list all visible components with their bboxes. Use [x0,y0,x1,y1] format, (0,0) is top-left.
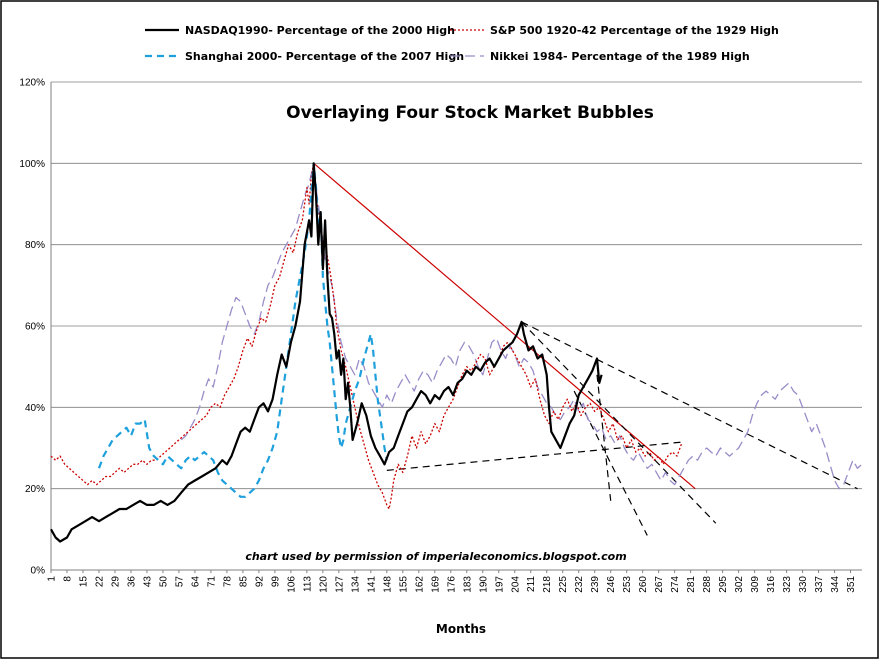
y-tick-label: 20% [25,484,45,495]
trendline [596,374,612,501]
x-tick-label: 316 [766,576,777,593]
x-tick-label: 134 [350,576,361,593]
legend-entry: Nikkei 1984- Percentage of the 1989 High [490,50,750,63]
y-tick-label: 100% [19,159,45,170]
x-tick-label: 85 [238,576,249,588]
x-tick-label: 50 [158,576,169,588]
x-tick-label: 141 [366,576,377,593]
x-tick-label: 36 [126,576,137,588]
legend-entry: NASDAQ1990- Percentage of the 2000 High [185,24,455,37]
x-tick-label: 211 [526,576,537,592]
y-axis-tick-labels: 0% 20% 40% 60% 80% 100% 120% [19,78,45,577]
x-tick-label: 260 [638,576,649,593]
x-tick-label: 302 [734,576,745,593]
series-lines [50,162,863,543]
series-line-0 [50,162,603,543]
x-tick-label: 22 [94,576,105,588]
x-tick-label: 204 [510,576,521,593]
x-tick-label: 288 [702,576,713,593]
trendline [386,441,684,471]
x-tick-label: 169 [430,576,441,593]
x-tick-label: 148 [382,576,393,593]
series-line-2 [97,162,388,498]
x-tick-label: 295 [718,576,729,593]
x-tick-label: 162 [414,576,425,593]
x-tick-label: 57 [174,576,185,588]
x-tick-label: 92 [254,576,265,588]
x-tick-label: 197 [494,576,505,593]
x-tick-label: 218 [542,576,553,593]
x-tick-label: 120 [318,576,329,593]
y-tick-label: 0% [31,566,46,577]
series-line-3 [180,162,863,490]
legend-entry: S&P 500 1920-42 Percentage of the 1929 H… [490,24,779,37]
trendline [313,162,696,490]
x-axis-tick-labels: 1 8 15 22 29 36 43 50 57 64 71 78 85 92 99 106 113 120 127… [47,576,858,593]
gridlines [51,81,862,490]
x-tick-label: 155 [398,576,409,593]
legend: NASDAQ1990- Percentage of the 2000 High S… [145,24,779,63]
axes [50,82,862,573]
x-tick-label: 71 [206,576,217,588]
x-tick-label: 253 [622,576,633,593]
x-axis-label: Months [436,622,486,636]
x-tick-label: 323 [782,576,793,593]
x-tick-label: 351 [846,576,857,593]
y-tick-label: 80% [25,240,45,251]
x-tick-label: 1 [47,576,58,582]
chart-title: Overlaying Four Stock Market Bubbles [286,103,654,123]
trendline [521,321,858,490]
x-tick-label: 309 [750,576,761,593]
x-tick-label: 267 [654,576,665,593]
x-tick-label: 29 [110,576,121,588]
x-tick-label: 330 [798,576,809,593]
x-tick-label: 225 [558,576,569,593]
y-tick-label: 60% [25,322,45,333]
x-tick-label: 183 [462,576,473,593]
x-tick-label: 190 [478,576,489,593]
x-tick-label: 78 [222,576,233,588]
x-tick-label: 274 [670,576,681,593]
x-tick-label: 239 [590,576,601,593]
x-tick-label: 64 [190,576,201,588]
x-tick-label: 127 [334,576,345,593]
x-tick-label: 344 [830,576,841,593]
x-tick-label: 337 [814,576,825,593]
x-tick-label: 281 [686,576,697,593]
x-tick-label: 232 [574,576,585,593]
trendlines [313,162,858,536]
legend-entry: Shanghai 2000- Percentage of the 2007 Hi… [185,50,464,63]
y-tick-label: 120% [19,78,45,89]
x-tick-label: 99 [270,576,281,588]
x-tick-label: 246 [606,576,617,593]
chart-annotation: chart used by permission of imperialecon… [245,550,626,563]
trendline [521,321,717,524]
x-tick-label: 106 [286,576,297,593]
x-tick-label: 113 [302,576,313,592]
x-tick-label: 176 [446,576,457,593]
x-tick-label: 8 [62,576,73,582]
y-tick-label: 40% [25,403,45,414]
x-tick-label: 15 [78,576,89,588]
x-tick-label: 43 [142,576,153,588]
